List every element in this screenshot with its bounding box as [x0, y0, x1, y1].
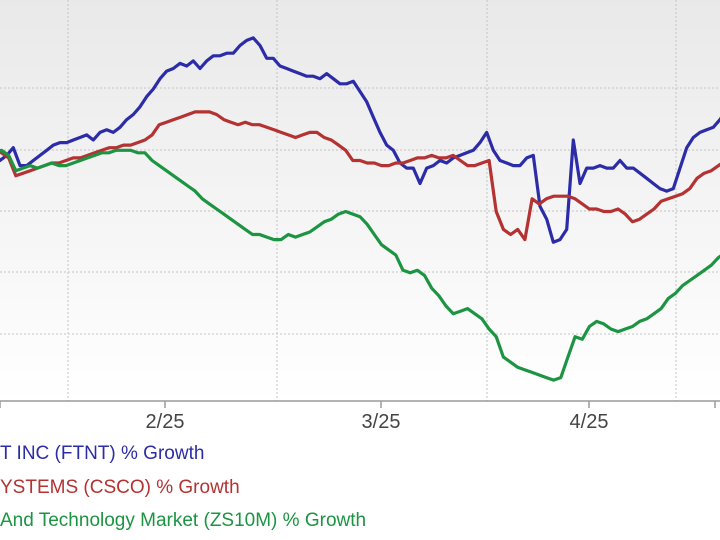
x-tick-label: 3/25 [362, 411, 401, 433]
plot-background [0, 0, 720, 401]
legend: T INC (FTNT) % Growth YSTEMS (CSCO) % Gro… [0, 443, 366, 531]
series-line-2 [0, 110, 720, 242]
x-tick-label: 2/25 [146, 411, 185, 433]
series-line-3 [0, 148, 720, 382]
series-lines [0, 36, 720, 382]
x-tick-label: 4/25 [570, 411, 609, 433]
legend-entry-2: YSTEMS (CSCO) % Growth [0, 477, 240, 498]
series-line-1 [0, 36, 720, 244]
x-axis-ticks: 2/25 3/25 4/25 [0, 401, 716, 433]
legend-entry-3: And Technology Market (ZS10M) % Growth [0, 510, 366, 531]
legend-entry-1: T INC (FTNT) % Growth [0, 443, 204, 464]
